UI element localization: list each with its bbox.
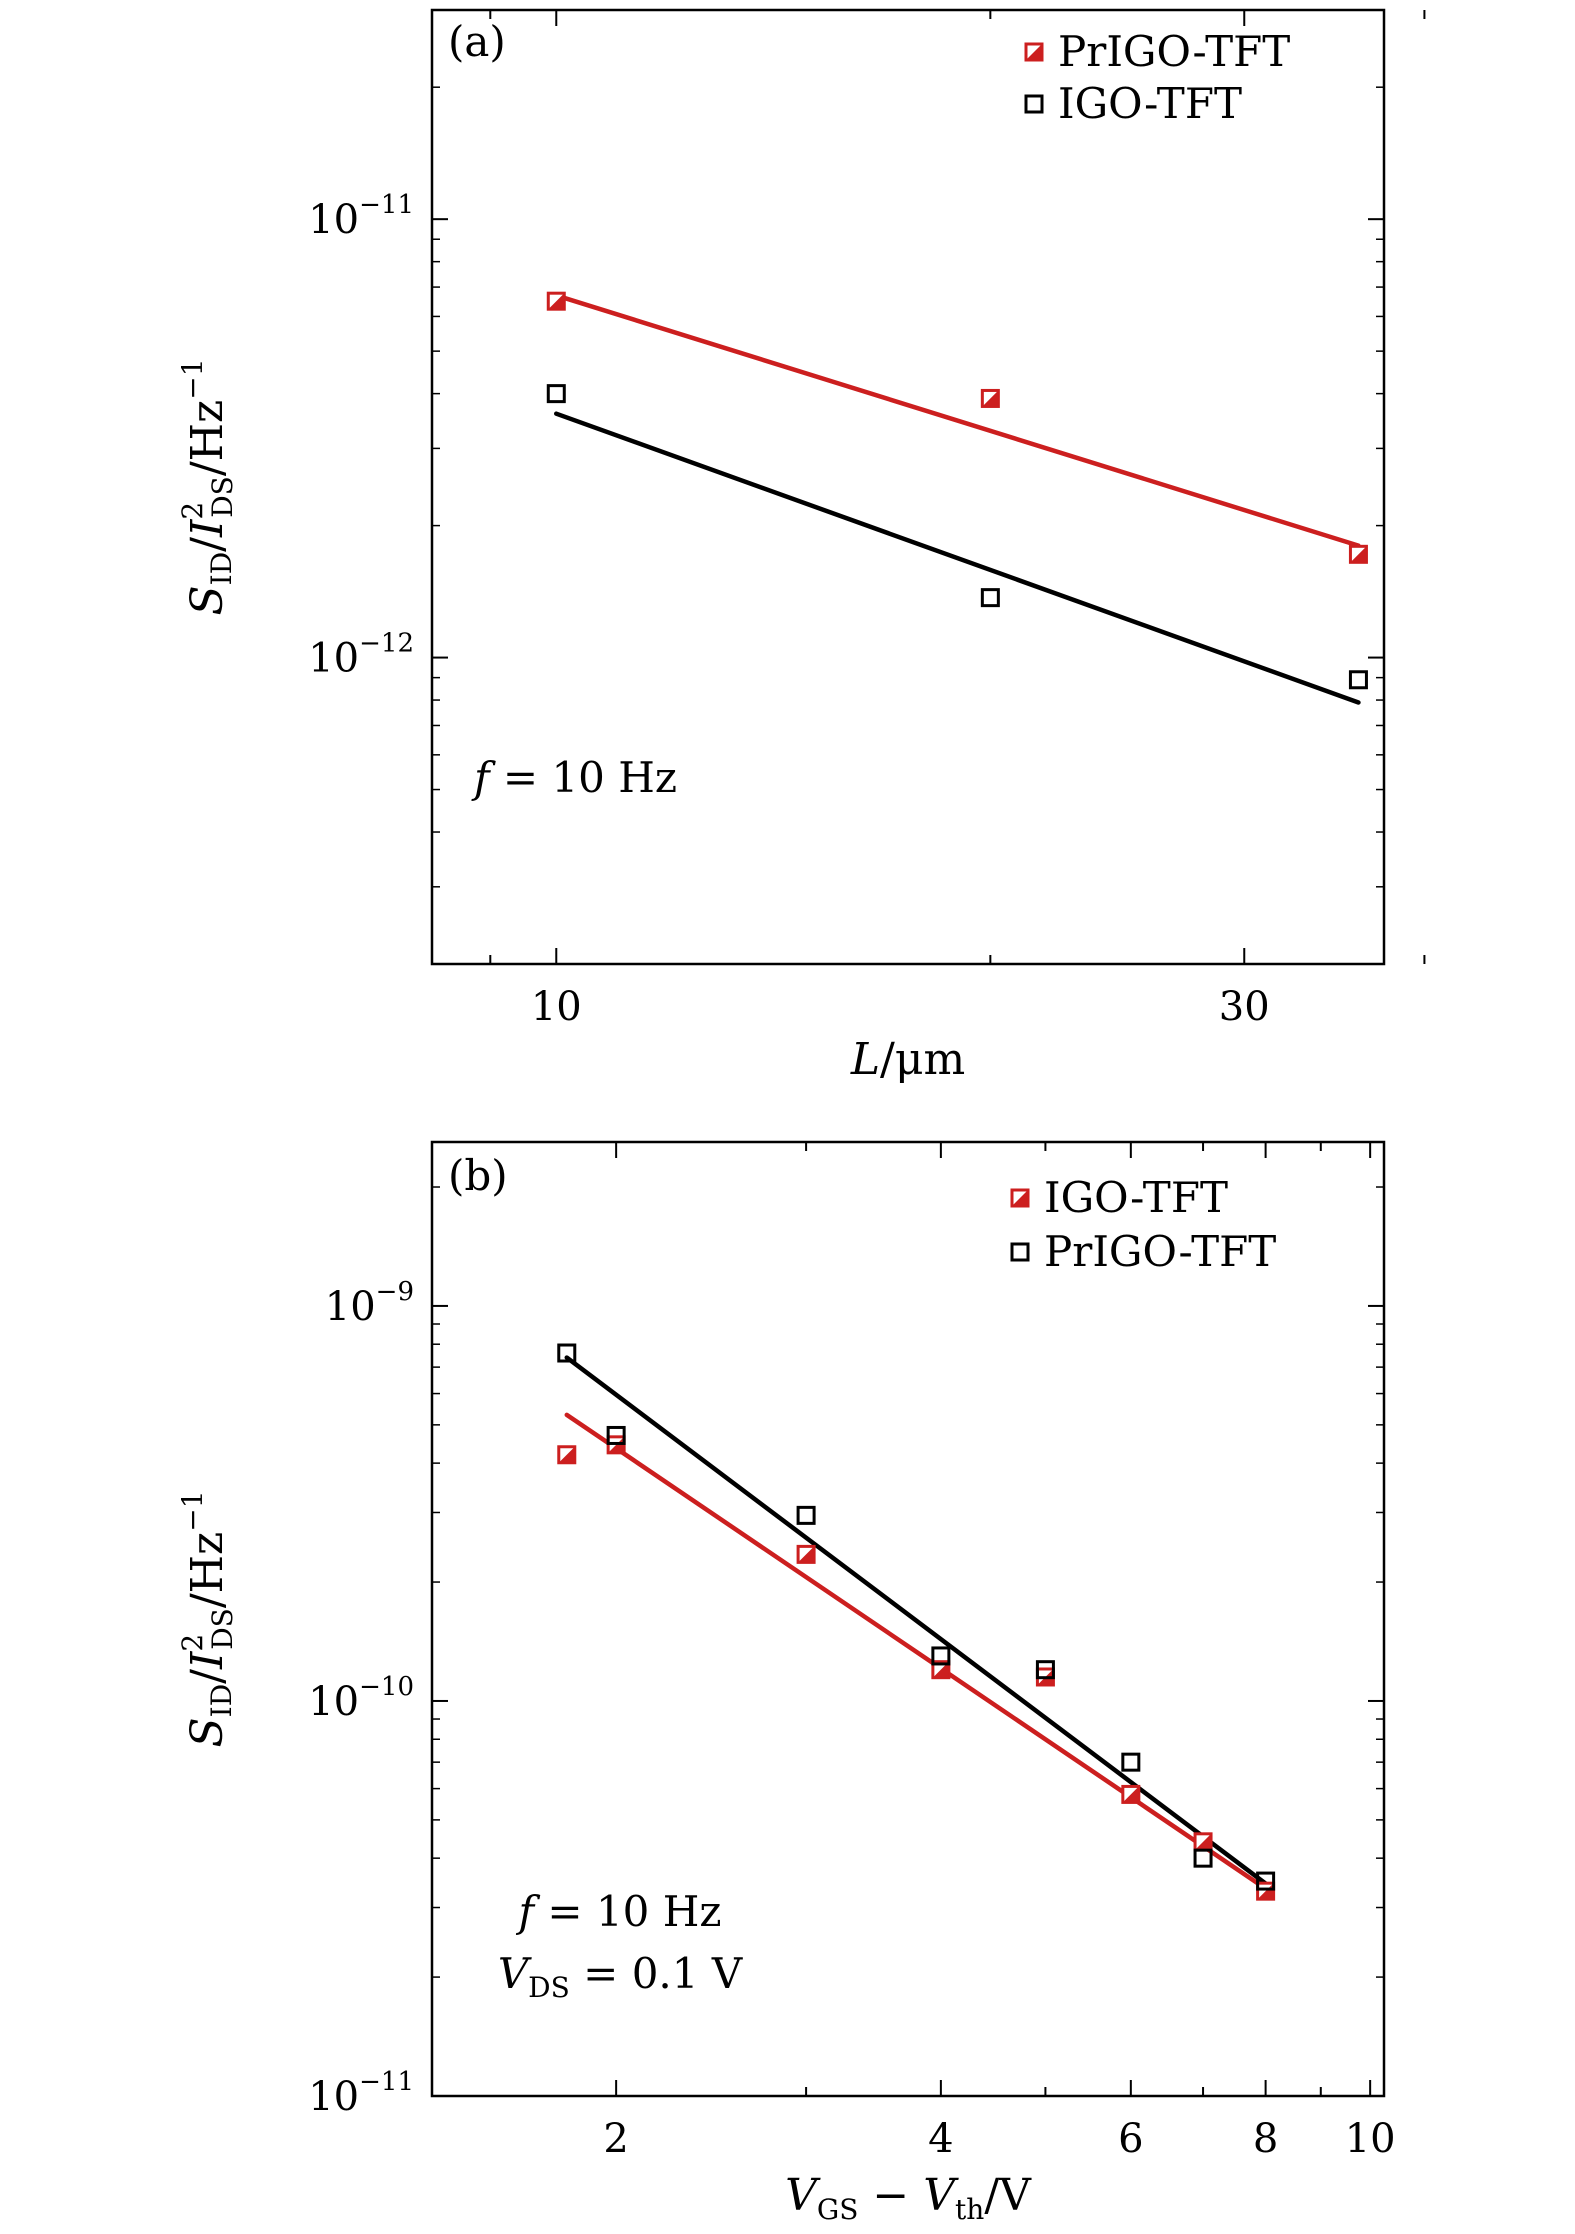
data-point-series-1-3-fill	[1350, 546, 1367, 563]
x-tick-label: 10	[531, 984, 582, 1030]
fit-line-series-2	[564, 1355, 1268, 1886]
legend-marker-1-fill	[1012, 1190, 1028, 1206]
legend-marker-1	[1010, 1188, 1030, 1208]
data-point-series-1-7	[1193, 1832, 1213, 1852]
data-point-series-2-7	[1193, 1848, 1213, 1868]
data-point-series-1-1-fill	[558, 1446, 575, 1463]
data-point-series-2-6	[1121, 1752, 1141, 1772]
legend-marker-2	[1024, 94, 1044, 114]
x-tick-label: 6	[1118, 2116, 1143, 2162]
data-point-series-2-4-outline	[931, 1646, 951, 1666]
data-point-series-2-1-outline	[546, 384, 566, 404]
x-tick-label: 30	[1219, 984, 1270, 1030]
data-point-series-1-7-fill	[1195, 1833, 1212, 1850]
fit-line-series-1	[554, 293, 1361, 548]
x-tick-label: 8	[1253, 2116, 1278, 2162]
y-tick-label: 10−9	[325, 1277, 414, 1330]
data-point-series-1-8	[1256, 1881, 1276, 1901]
data-point-series-1-1	[557, 1445, 577, 1465]
data-point-series-2-8-outline	[1256, 1871, 1276, 1891]
x-tick-label: 2	[603, 2116, 628, 2162]
data-point-series-2-3-outline	[1348, 670, 1368, 690]
data-point-series-1-6-fill	[1122, 1786, 1139, 1803]
data-point-series-2-4	[931, 1646, 951, 1666]
fit-line-series-1	[564, 1412, 1268, 1891]
y-tick-label: 10−11	[308, 190, 414, 243]
data-point-series-2-2-outline	[606, 1425, 626, 1445]
x-tick-label: 4	[928, 2116, 953, 2162]
data-point-series-1-1	[546, 291, 566, 311]
legend-marker-1-fill	[1026, 44, 1042, 60]
y-tick-label: 10−12	[308, 629, 414, 682]
panel-label: (b)	[448, 1151, 508, 1200]
data-point-series-1-2-fill	[982, 390, 999, 407]
legend-marker-2-outline	[1010, 1242, 1030, 1262]
legend-marker-2-outline	[1024, 94, 1044, 114]
fit-line-series-2	[554, 411, 1361, 705]
x-axis-title: L/μm	[850, 1034, 965, 1085]
data-point-series-1-8-fill	[1257, 1883, 1274, 1900]
data-point-series-2-2-outline	[980, 588, 1000, 608]
x-tick-label: 10	[1345, 2116, 1396, 2162]
data-point-series-1-4-fill	[932, 1661, 949, 1678]
data-point-series-1-3	[796, 1544, 816, 1564]
y-axis-title: SID/I2DS/Hz−1	[176, 358, 239, 615]
y-axis-title: SID/I2DS/Hz−1	[176, 1490, 239, 1747]
plot-frame	[430, 1140, 1386, 2098]
data-point-series-1-1-fill	[548, 293, 565, 310]
data-point-series-2-1	[557, 1343, 577, 1363]
legend-entry-2: PrIGO-TFT	[1044, 1227, 1276, 1276]
chart-panel-b: 2 4 6 8 10 10−9 10−10 10−11 IGO-TFT PrIGO-TFT (b) f…	[176, 1140, 1396, 2226]
data-point-series-2-3	[1348, 670, 1368, 690]
legend-marker-2	[1010, 1242, 1030, 1262]
panel-label: (a)	[448, 17, 506, 66]
data-point-series-2-6-outline	[1121, 1752, 1141, 1772]
y-tick-label: 10−10	[308, 1672, 414, 1725]
data-point-series-2-8	[1256, 1871, 1276, 1891]
data-point-series-1-3	[1348, 544, 1368, 564]
annotation-1: f = 10 Hz	[471, 753, 677, 802]
legend-entry-1: PrIGO-TFT	[1058, 27, 1290, 76]
data-point-series-2-3	[796, 1505, 816, 1525]
data-point-series-2-7-outline	[1193, 1848, 1213, 1868]
annotation-2: VDS = 0.1 V	[498, 1949, 743, 2004]
legend-entry-1: IGO-TFT	[1044, 1173, 1228, 1222]
legend-marker-1	[1024, 42, 1044, 62]
data-point-series-2-1	[546, 384, 566, 404]
annotation-1: f = 10 Hz	[516, 1887, 722, 1936]
data-point-series-2-2	[606, 1425, 626, 1445]
data-point-series-1-2	[980, 388, 1000, 408]
data-point-series-2-5-outline	[1035, 1660, 1055, 1680]
y-tick-label: 10−11	[308, 2067, 414, 2120]
data-point-series-2-1-outline	[557, 1343, 577, 1363]
data-point-series-1-6	[1121, 1784, 1141, 1804]
data-point-series-1-4	[931, 1660, 951, 1680]
data-point-series-2-5	[1035, 1660, 1055, 1680]
plot-frame	[430, 8, 1386, 966]
data-point-series-2-2	[980, 588, 1000, 608]
legend-entry-2: IGO-TFT	[1058, 79, 1242, 128]
data-point-series-2-3-outline	[796, 1505, 816, 1525]
data-point-series-1-3-fill	[798, 1546, 815, 1563]
x-axis-title: VGS − Vth/V	[785, 2170, 1032, 2226]
